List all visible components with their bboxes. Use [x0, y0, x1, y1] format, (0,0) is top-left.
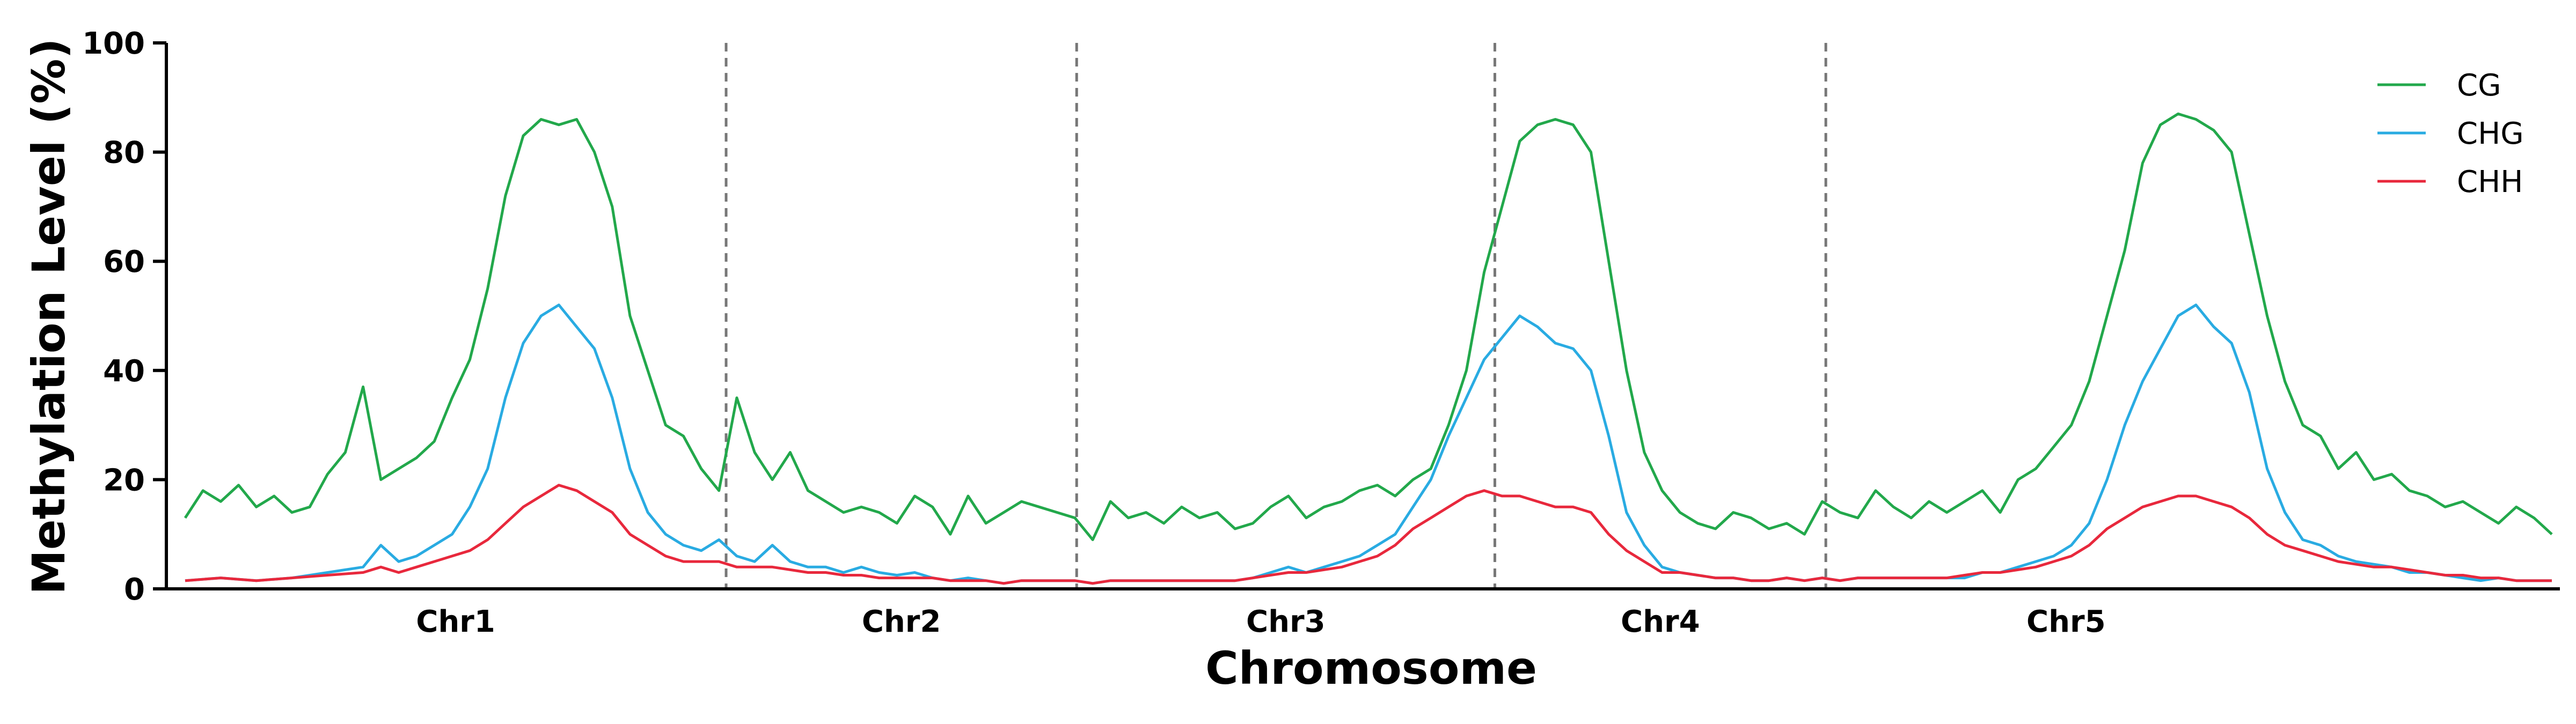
x-tick-label-chr2: Chr2 [862, 604, 941, 639]
x-tick-label-chr3: Chr3 [1246, 604, 1326, 639]
legend-label: CG [2457, 68, 2501, 103]
y-axis-title: Methylation Level (%) [23, 38, 75, 595]
series-line-cg [184, 112, 2553, 541]
series-lines [184, 112, 2553, 585]
y-tick-label: 80 [103, 136, 145, 171]
x-axis-title: Chromosome [1205, 642, 1537, 695]
y-tick-label: 40 [103, 354, 145, 389]
series-line-chg [185, 304, 2552, 585]
x-tick-label-chr5: Chr5 [2026, 604, 2106, 639]
legend-item-cg: CG [2377, 68, 2501, 103]
series-line-chh [185, 484, 2552, 585]
legend: CG CHG CHH [2377, 68, 2524, 200]
axes [165, 43, 2560, 590]
legend-label: CHG [2457, 116, 2524, 151]
legend-label: CHH [2457, 165, 2523, 200]
y-tick-label: 60 [103, 245, 145, 279]
chromosome-dividers [724, 43, 1827, 589]
y-tick-label: 20 [103, 463, 145, 498]
legend-item-chh: CHH [2377, 165, 2523, 200]
y-tick-label: 0 [124, 572, 145, 607]
x-tick-label-chr4: Chr4 [1621, 604, 1700, 639]
x-tick-labels: Chr1 Chr2 Chr3 Chr4 Chr5 [416, 604, 2105, 639]
y-ticks: 0 20 40 60 80 100 [82, 26, 166, 607]
x-tick-label-chr1: Chr1 [416, 604, 495, 639]
legend-item-chg: CHG [2377, 116, 2524, 151]
y-tick-label: 100 [82, 26, 145, 61]
